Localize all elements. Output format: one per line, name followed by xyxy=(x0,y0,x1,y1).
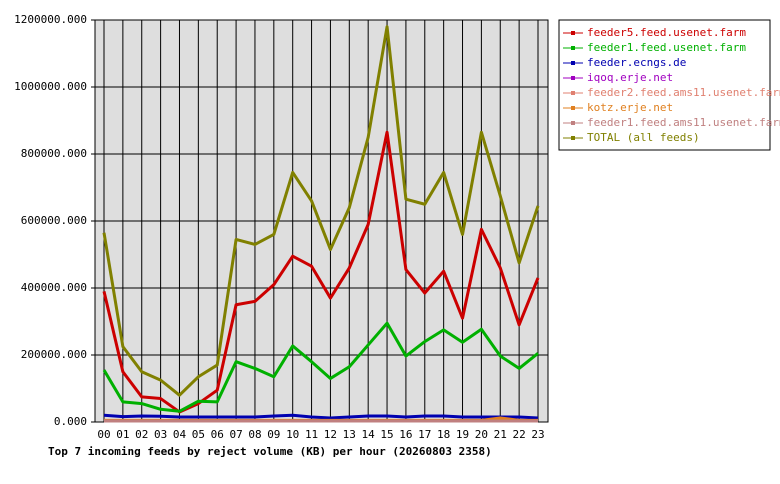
chart-title: Top 7 incoming feeds by reject volume (K… xyxy=(48,445,492,458)
legend-marker xyxy=(571,61,575,65)
series-line xyxy=(103,413,539,420)
legend-label: iqoq.erje.net xyxy=(587,71,673,84)
x-tick-label: 01 xyxy=(116,428,129,441)
legend-label: feeder1.feed.usenet.farm xyxy=(587,41,746,54)
legend-label: kotz.erje.net xyxy=(587,101,673,114)
legend-marker xyxy=(571,106,575,110)
y-tick-label: 0.000 xyxy=(54,415,87,428)
x-tick-label: 11 xyxy=(305,428,318,441)
x-tick-label: 03 xyxy=(154,428,167,441)
x-tick-label: 15 xyxy=(380,428,393,441)
x-tick-label: 14 xyxy=(362,428,376,441)
x-tick-label: 02 xyxy=(135,428,148,441)
x-tick-label: 09 xyxy=(267,428,280,441)
legend-marker xyxy=(571,121,575,125)
legend-marker xyxy=(571,76,575,80)
x-tick-label: 10 xyxy=(286,428,299,441)
y-tick-label: 200000.000 xyxy=(21,348,87,361)
x-tick-label: 08 xyxy=(248,428,261,441)
x-tick-label: 22 xyxy=(513,428,526,441)
legend-marker xyxy=(571,136,575,140)
x-tick-label: 16 xyxy=(399,428,412,441)
x-tick-label: 00 xyxy=(97,428,110,441)
legend-label: TOTAL (all feeds) xyxy=(587,131,700,144)
y-tick-label: 1000000.000 xyxy=(14,80,87,93)
x-tick-label: 13 xyxy=(343,428,356,441)
x-tick-label: 04 xyxy=(173,428,187,441)
y-tick-label: 400000.000 xyxy=(21,281,87,294)
x-tick-label: 17 xyxy=(418,428,431,441)
legend-label: feeder1.feed.ams11.usenet.farm xyxy=(587,116,780,129)
x-tick-label: 12 xyxy=(324,428,337,441)
y-tick-label: 800000.000 xyxy=(21,147,87,160)
legend-box xyxy=(558,19,771,151)
y-tick-label: 1200000.000 xyxy=(14,13,87,26)
legend-label: feeder2.feed.ams11.usenet.farm xyxy=(587,86,780,99)
y-tick-label: 600000.000 xyxy=(21,214,87,227)
legend-marker xyxy=(571,46,575,50)
x-tick-label: 05 xyxy=(192,428,205,441)
legend-label: feeder.ecngs.de xyxy=(587,56,686,69)
x-tick-label: 18 xyxy=(437,428,450,441)
legend-label: feeder5.feed.usenet.farm xyxy=(587,26,746,39)
x-tick-label: 06 xyxy=(211,428,224,441)
x-tick-label: 07 xyxy=(229,428,242,441)
legend-marker xyxy=(571,91,575,95)
series-line xyxy=(102,25,540,397)
x-tick-label: 23 xyxy=(531,428,544,441)
x-tick-label: 21 xyxy=(494,428,507,441)
series-line xyxy=(102,321,539,413)
x-tick-label: 20 xyxy=(475,428,488,441)
legend-marker xyxy=(571,31,575,35)
x-tick-label: 19 xyxy=(456,428,469,441)
